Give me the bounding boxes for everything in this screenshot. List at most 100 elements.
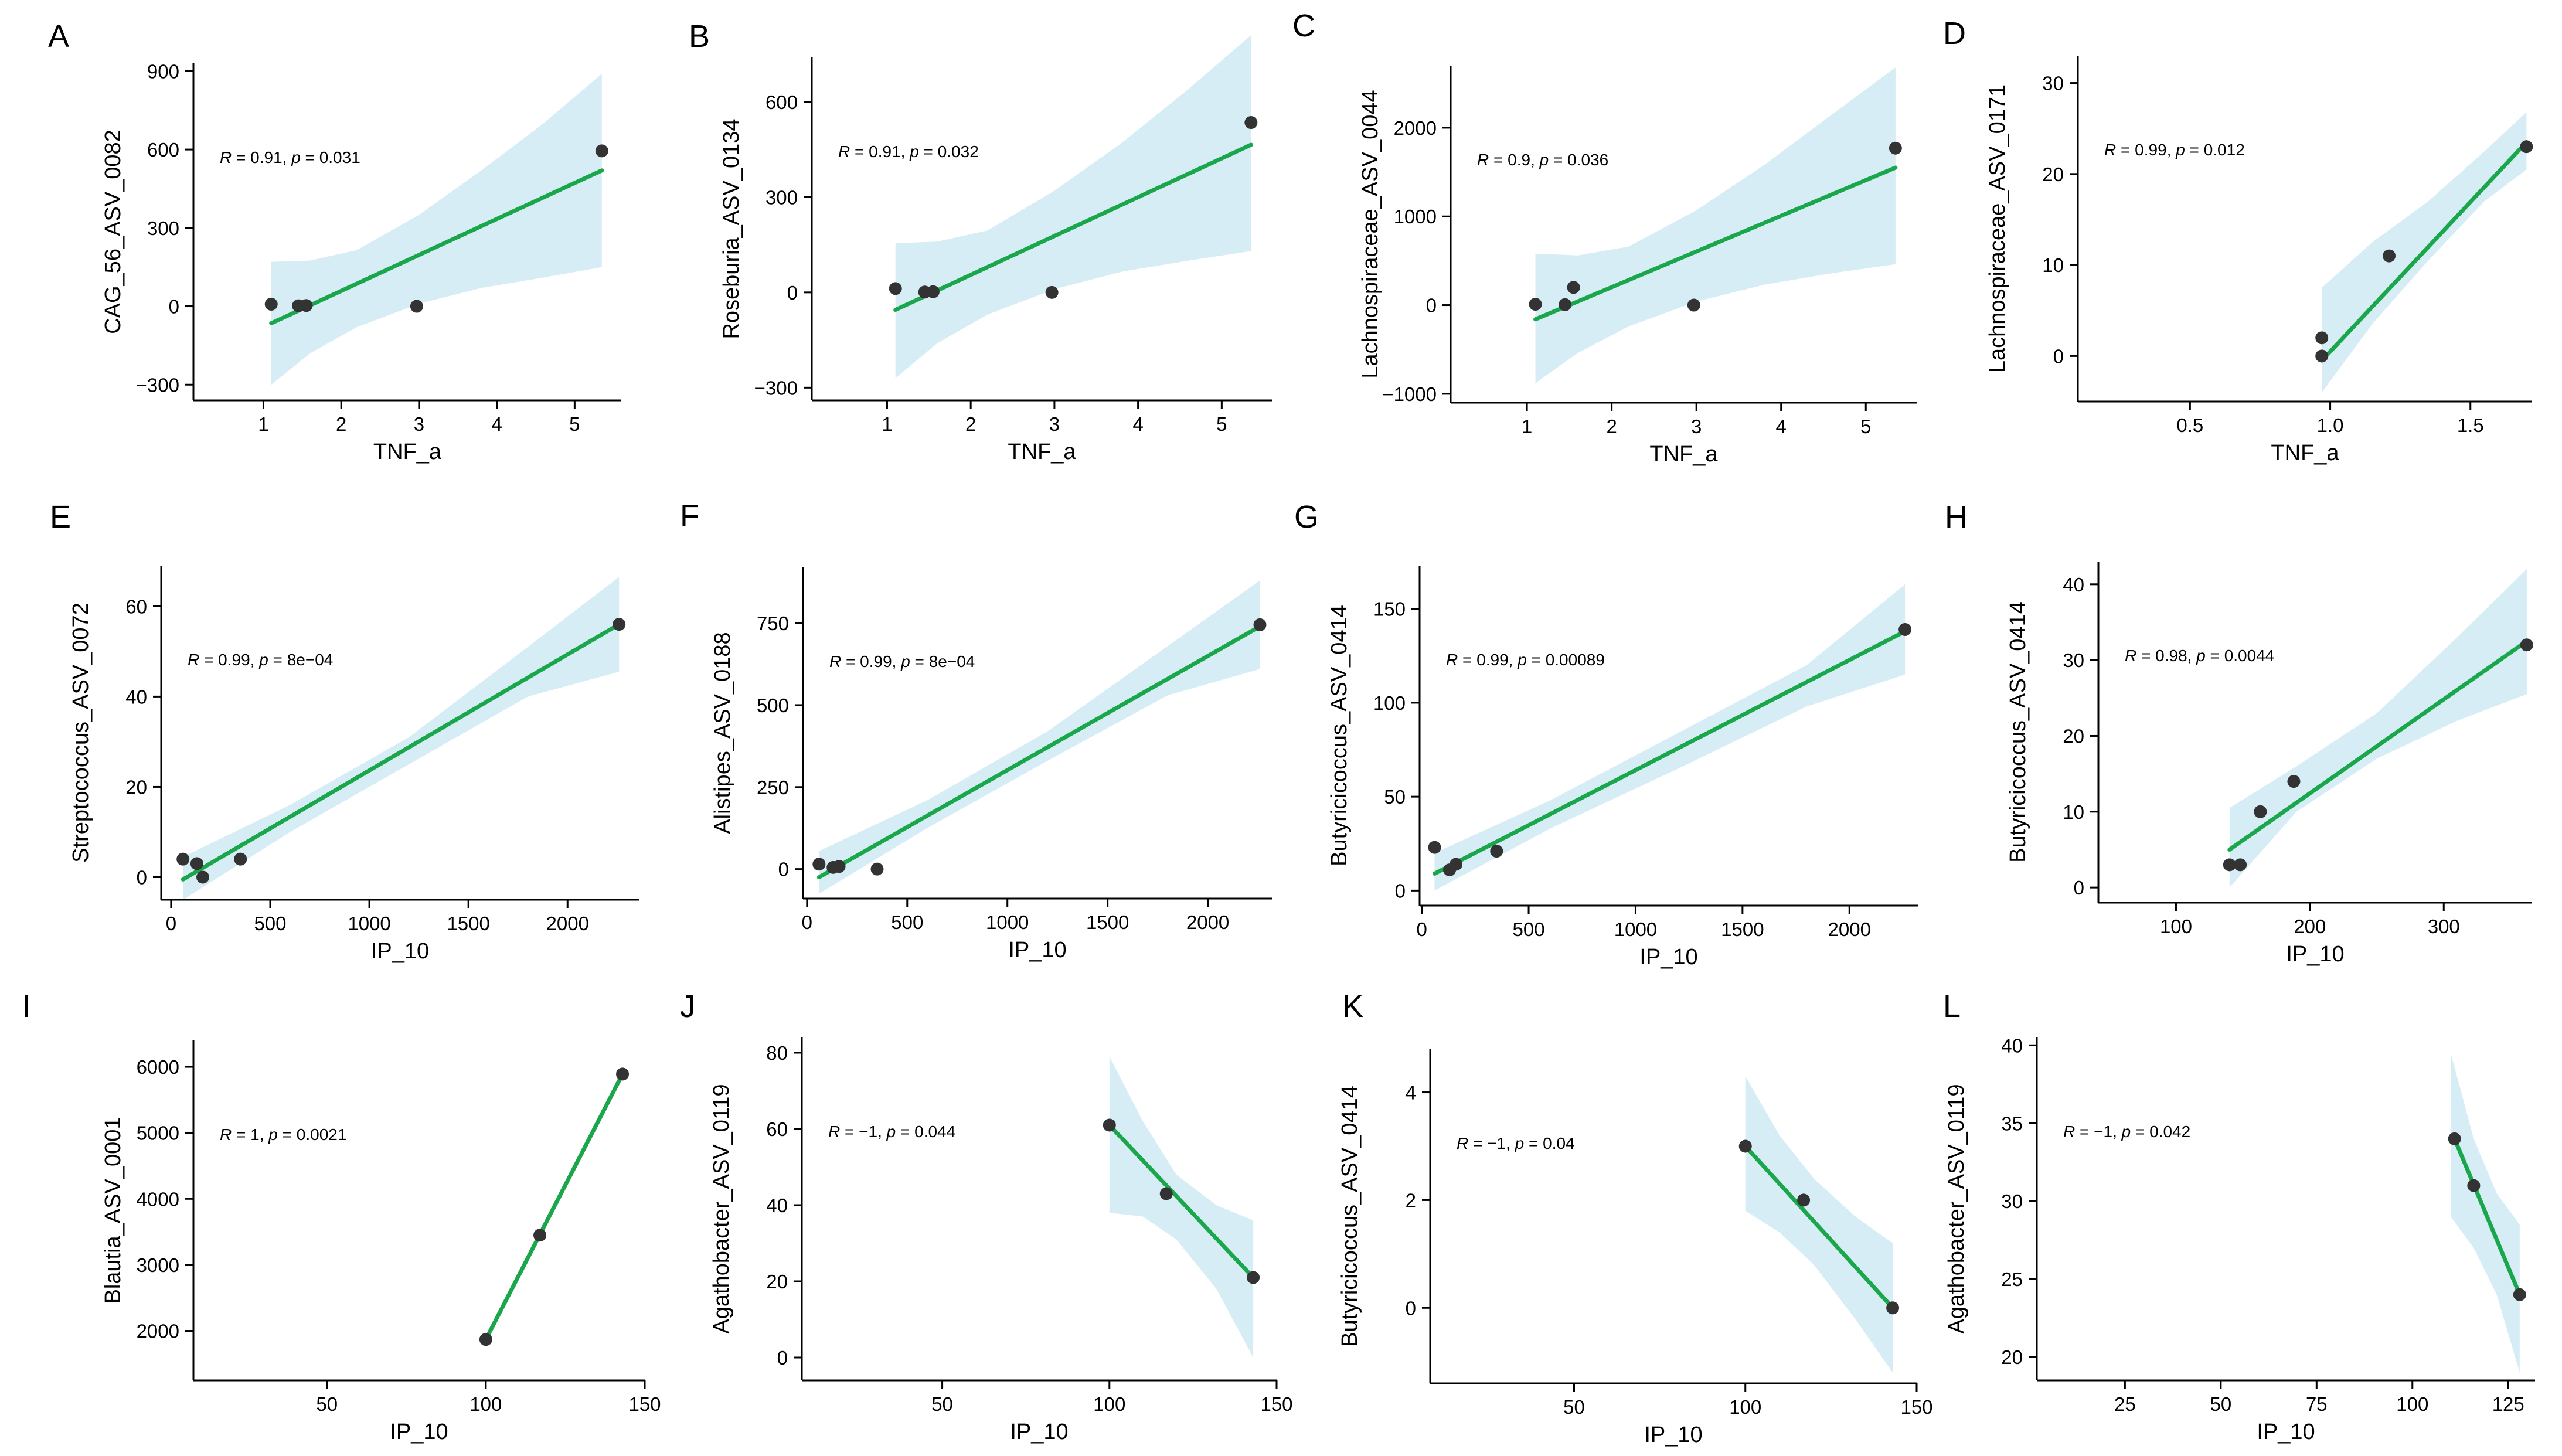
y-axis-title-l: Agathobacter_ASV_0119 <box>1944 1084 1969 1333</box>
confidence-band-a <box>271 73 602 385</box>
panel-letter-k: K <box>1342 989 1363 1024</box>
y-tick-label-g: 150 <box>1373 598 1406 620</box>
x-tick-label-a: 5 <box>569 413 580 435</box>
x-axis-title-g: IP_10 <box>1639 945 1697 969</box>
y-tick-label-i: 4000 <box>137 1188 179 1210</box>
y-tick-label-e: 40 <box>125 686 147 707</box>
x-tick-label-j: 50 <box>931 1393 953 1415</box>
x-tick-label-e: 1500 <box>447 913 489 934</box>
confidence-band-j <box>1109 1056 1254 1358</box>
x-axis-title-l: IP_10 <box>2257 1420 2315 1444</box>
y-tick-label-a: 0 <box>169 296 179 318</box>
y-tick-label-i: 3000 <box>137 1254 179 1276</box>
x-tick-label-b: 3 <box>1049 413 1060 435</box>
regression-line-g <box>1433 629 1907 876</box>
panel-l: L 25 50 75 100 125 20 25 30 35 40 IP_10 Agathobacter… <box>1943 989 2535 1444</box>
x-tick-label-c: 2 <box>1606 416 1617 437</box>
confidence-band-b <box>895 35 1251 379</box>
x-tick-label-h: 300 <box>2428 916 2460 937</box>
x-axis-title-i: IP_10 <box>390 1420 448 1444</box>
y-axis-title-a: CAG_56_ASV_0082 <box>101 130 125 334</box>
x-tick-label-a: 1 <box>258 413 268 435</box>
panel-g: G 0 500 1000 1500 2000 0 50 100 150 IP_10 Butyricic… <box>1294 499 1918 969</box>
y-tick-label-l: 20 <box>2001 1346 2023 1368</box>
y-tick-label-f: 500 <box>757 695 789 716</box>
regression-line-b <box>893 142 1253 312</box>
panel-letter-c: C <box>1292 8 1315 43</box>
panel-letter-b: B <box>689 19 710 54</box>
data-point-a <box>595 144 608 158</box>
confidence-band-g <box>1434 584 1906 891</box>
y-axis-title-d: Lachnospiraceae_ASV_0171 <box>1985 84 2010 373</box>
x-tick-label-k: 150 <box>1900 1396 1932 1418</box>
y-tick-label-h: 40 <box>2063 574 2084 596</box>
correlation-annotation-i: R = 1, p = 0.0021 <box>220 1125 346 1144</box>
y-tick-label-b: 600 <box>765 91 798 113</box>
data-point-g <box>1490 845 1503 858</box>
data-point-f <box>832 860 846 873</box>
panel-letter-j: J <box>680 989 696 1024</box>
data-point-a <box>410 300 423 313</box>
data-point-h <box>2254 805 2267 818</box>
x-tick-label-c: 1 <box>1522 416 1532 437</box>
panel-e: E 0 500 1000 1500 2000 0 20 40 60 IP_10 Streptococc… <box>50 499 639 964</box>
x-tick-label-l: 75 <box>2306 1393 2328 1415</box>
data-point-g <box>1450 858 1463 871</box>
y-tick-label-j: 80 <box>766 1042 788 1064</box>
data-point-f <box>870 862 884 876</box>
y-tick-label-k: 2 <box>1406 1189 1416 1211</box>
x-tick-label-l: 25 <box>2114 1393 2136 1415</box>
x-tick-label-j: 150 <box>1260 1393 1292 1415</box>
panel-letter-d: D <box>1943 16 1966 51</box>
y-tick-label-j: 60 <box>766 1118 788 1140</box>
y-tick-label-j: 0 <box>777 1347 788 1369</box>
data-point-i <box>479 1333 492 1346</box>
x-axis-title-d: TNF_a <box>2271 441 2339 465</box>
regression-line-j <box>1107 1123 1256 1280</box>
y-tick-label-j: 20 <box>766 1271 788 1292</box>
y-tick-label-d: 10 <box>2042 254 2064 276</box>
data-point-j <box>1103 1118 1116 1132</box>
panel-letter-l: L <box>1943 989 1961 1024</box>
y-tick-label-b: 0 <box>787 282 798 304</box>
x-tick-label-g: 0 <box>1416 918 1427 940</box>
y-axis-title-j: Agathobacter_ASV_0119 <box>709 1084 734 1333</box>
x-axis-title-k: IP_10 <box>1644 1423 1702 1447</box>
y-axis-title-c: Lachnospiraceae_ASV_0044 <box>1358 90 1383 378</box>
x-axis-title-h: IP_10 <box>2286 942 2344 967</box>
y-tick-label-f: 250 <box>757 777 789 798</box>
y-tick-label-d: 30 <box>2042 73 2064 94</box>
regression-line-c <box>1533 165 1898 322</box>
y-axis-title-e: Streptococcus_ASV_0072 <box>69 603 93 863</box>
x-tick-label-i: 100 <box>469 1393 502 1415</box>
panel-letter-f: F <box>680 498 699 533</box>
regression-line-a <box>269 168 604 326</box>
y-tick-label-l: 40 <box>2001 1035 2023 1056</box>
x-tick-label-d: 1.5 <box>2457 414 2484 436</box>
y-tick-label-i: 5000 <box>137 1122 179 1144</box>
confidence-band-c <box>1535 67 1896 383</box>
x-tick-label-c: 4 <box>1776 416 1787 437</box>
data-point-l <box>2467 1179 2481 1192</box>
panel-k: K 50 100 150 0 2 4 IP_10 Butyricicoccus_ASV_0414… <box>1338 989 1933 1447</box>
regression-line-e <box>181 622 621 882</box>
x-tick-label-h: 100 <box>2160 916 2192 937</box>
x-tick-label-c: 3 <box>1691 416 1702 437</box>
correlation-annotation-c: R = 0.9, p = 0.036 <box>1477 151 1608 169</box>
panel-letter-g: G <box>1294 499 1319 535</box>
panel-a: A 1 2 3 4 5 −300 0 300 600 900 TNF_a CAG_56_ASV_0082… <box>48 19 621 464</box>
data-point-j <box>1247 1271 1260 1284</box>
panel-letter-e: E <box>50 499 71 535</box>
data-point-f <box>1253 618 1267 631</box>
panel-c: C 1 2 3 4 5 −1000 0 1000 2000 TNF_a Lachnospiraceae… <box>1292 8 1917 467</box>
data-point-a <box>264 297 278 311</box>
y-tick-label-d: 20 <box>2042 164 2064 185</box>
y-tick-label-a: 300 <box>147 217 179 239</box>
panel-i: I 50 100 150 2000 3000 4000 5000 6000 IP_10 Blauti… <box>22 989 661 1444</box>
data-point-b <box>1244 116 1258 130</box>
correlation-annotation-g: R = 0.99, p = 0.00089 <box>1446 651 1605 669</box>
x-tick-label-b: 1 <box>882 413 892 435</box>
data-point-c <box>1889 141 1902 155</box>
x-tick-label-g: 500 <box>1513 918 1545 940</box>
